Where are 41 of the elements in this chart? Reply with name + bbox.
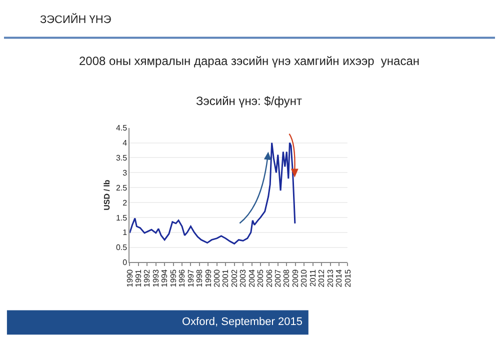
x-tick-label: 2010 [300, 268, 309, 288]
y-tick-label: 3 [122, 168, 128, 178]
x-tick-label: 2003 [238, 268, 248, 288]
text: Oxford, September 2015 [182, 316, 302, 328]
x-tick-label: 1995 [168, 268, 178, 288]
x-tick-label: 2014 [334, 268, 344, 288]
y-axis-title: USD / lb [102, 180, 112, 210]
x-tick-label: 1993 [151, 268, 160, 288]
x-tick-label: 2013 [326, 268, 335, 288]
y-tick-label: 4.5 [116, 124, 128, 133]
x-tick-label: 1991 [134, 268, 144, 288]
x-tick-label: 2004 [247, 268, 256, 288]
y-tick-label: 2 [122, 198, 128, 208]
x-tick-label: 2015 [343, 268, 352, 288]
y-tick-label: 0 [122, 258, 128, 268]
text: Зэсийн үнэ: $/фунт [196, 94, 303, 108]
x-tick-label: 2006 [264, 268, 274, 288]
x-tick-label: 1997 [186, 268, 196, 288]
x-tick-label: 1998 [195, 268, 204, 288]
y-tick-label: 1 [122, 228, 128, 238]
x-tick-label: 2000 [212, 268, 222, 288]
x-tick-label: 2011 [308, 268, 318, 287]
x-tick-label: 1990 [125, 268, 134, 288]
x-tick-label: 2002 [230, 268, 239, 288]
x-tick-label: 1999 [204, 268, 213, 288]
x-tick-label: 1992 [142, 268, 152, 288]
x-tick-label: 1994 [160, 268, 170, 288]
x-tick-label: 2007 [274, 268, 283, 288]
y-tick-label: 2.5 [116, 183, 128, 192]
y-tick-label: 0.5 [116, 243, 128, 252]
chart-subtitle: 2008 оны хямралын дараа зэсийн үнэ хамгийн ихээр унасан [79, 54, 420, 68]
x-tick-label: 2008 [282, 268, 292, 288]
y-tick-label: 1.5 [116, 213, 128, 222]
y-tick-label: 4 [122, 138, 128, 148]
x-tick-label: 2005 [256, 268, 266, 288]
x-tick-label: 2001 [221, 268, 230, 288]
x-tick-label: 2009 [290, 268, 300, 288]
x-tick-label: 1996 [178, 268, 187, 288]
chart-title: ЗЭСИЙН ҮНЭ [40, 13, 112, 26]
y-tick-label: 3.5 [116, 154, 128, 163]
x-tick-label: 2012 [317, 268, 326, 288]
